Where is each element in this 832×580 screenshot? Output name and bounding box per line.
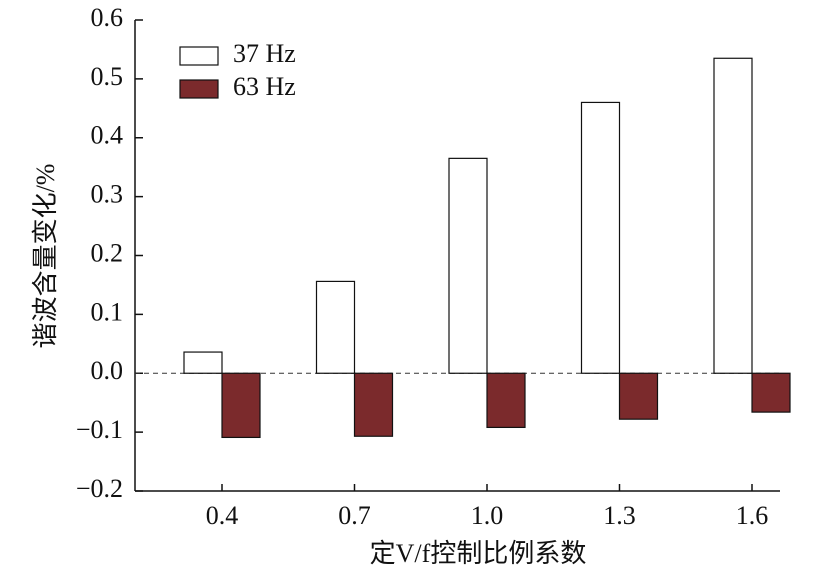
bar <box>713 57 753 374</box>
bar <box>618 372 659 420</box>
x-axis-label: 定V/f控制比例系数 <box>370 539 587 568</box>
y-tick-label: 0.4 <box>91 121 124 150</box>
x-tick-label: 1.3 <box>603 501 636 530</box>
x-tick-label: 0.7 <box>338 501 371 530</box>
y-tick-label: 0.6 <box>91 3 124 32</box>
y-tick-label: −0.1 <box>76 415 123 444</box>
legend-swatch <box>179 46 219 66</box>
bar <box>183 351 223 374</box>
bar <box>353 372 394 437</box>
bar <box>580 101 621 374</box>
y-tick-label: 0.2 <box>91 238 124 267</box>
x-tick-label: 1.0 <box>471 501 504 530</box>
x-tick-label: 0.4 <box>206 501 239 530</box>
y-tick-label: −0.2 <box>76 474 123 503</box>
bar <box>315 280 356 374</box>
y-tick-label: 0.0 <box>91 356 124 385</box>
y-tick-label: 0.5 <box>91 62 124 91</box>
legend-label: 37 Hz <box>233 39 296 68</box>
bar <box>486 372 526 429</box>
bar <box>221 372 261 439</box>
x-tick-label: 1.6 <box>736 501 769 530</box>
y-tick-label: 0.3 <box>91 180 124 209</box>
legend-label: 63 Hz <box>233 72 296 101</box>
bar <box>751 372 791 413</box>
y-axis-label: 谐波含量变化/% <box>31 164 60 349</box>
bar <box>448 157 488 374</box>
legend-swatch <box>179 79 219 99</box>
y-tick-label: 0.1 <box>91 297 124 326</box>
